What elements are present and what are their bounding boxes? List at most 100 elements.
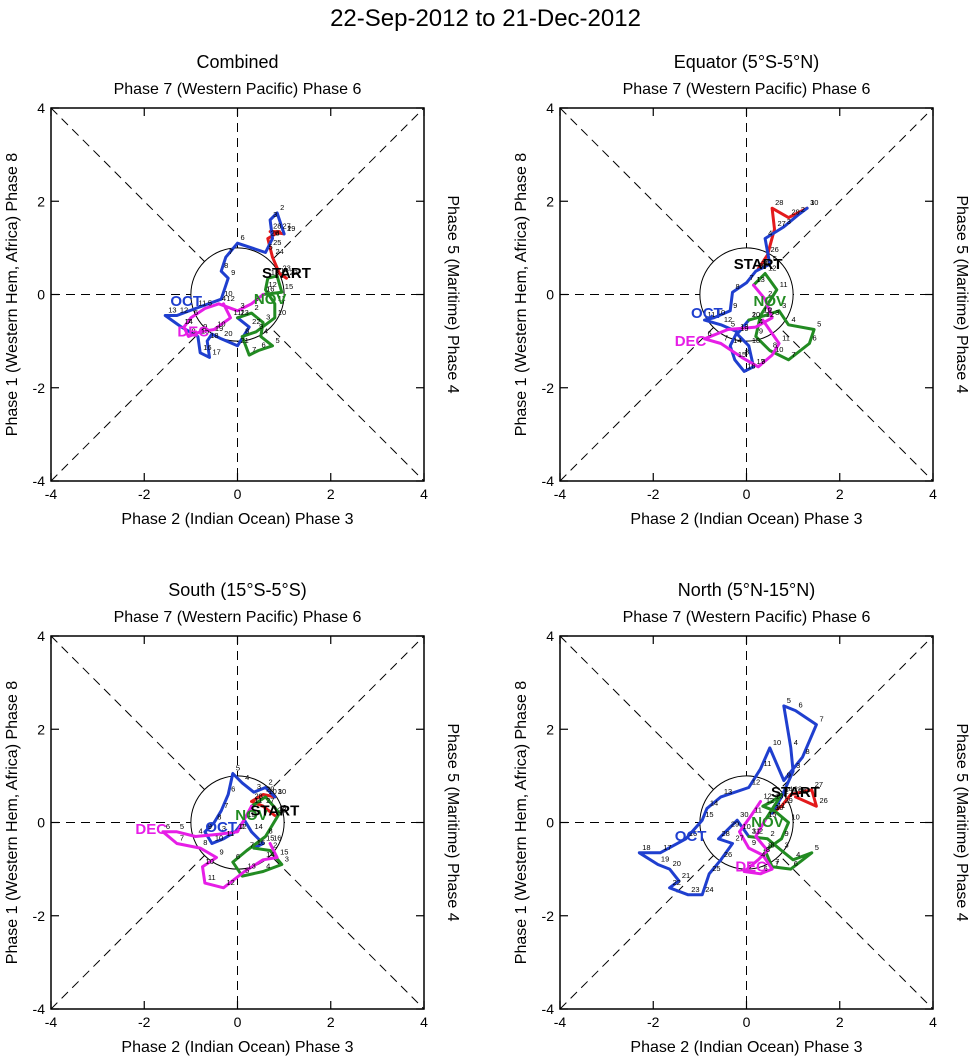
day-label: 27 [266,796,274,805]
day-label: 14 [733,336,741,345]
day-label: 26 [724,850,732,859]
series-line-dec [161,804,279,890]
day-label: 14 [185,317,193,326]
day-label: 21 [682,871,690,880]
day-label: 14 [266,850,274,859]
day-label: 6 [759,261,763,270]
day-label: 3 [285,854,289,863]
day-label: 14 [784,785,792,794]
top-axis-label: Phase 7 (Western Pacific) Phase 6 [623,609,871,626]
left-axis-label: Phase 1 (Western Hem, Africa) Phase 8 [513,681,530,964]
day-label: 8 [203,838,207,847]
month-label-oct: OCT [675,828,707,845]
top-axis-label: Phase 7 (Western Pacific) Phase 6 [114,81,362,98]
day-label: 18 [210,331,218,340]
panel-2: Equator (5°S-5°N) Phase 7 (Western Pacifi… [513,52,970,528]
day-label: 15 [201,326,209,335]
day-label: 9 [787,771,791,780]
day-label: 3 [273,210,277,219]
x-tick-label: -4 [45,486,58,502]
y-tick-label: -2 [542,380,555,396]
day-label: 9 [208,822,212,831]
day-label: 2 [768,305,772,314]
day-label: 2 [254,294,258,303]
day-label: 8 [217,813,221,822]
day-label: 26 [770,245,778,254]
day-label: 17 [663,843,671,852]
day-label: 6 [241,233,245,242]
day-label: 23 [282,264,290,273]
day-label: 10 [791,813,799,822]
x-tick-label: -4 [554,486,567,502]
left-axis-label: Phase 1 (Western Hem, Africa) Phase 8 [4,681,21,964]
day-label: 13 [775,792,783,801]
day-label: 27 [777,219,785,228]
day-label: 13 [271,268,279,277]
figure-title: 22-Sep-2012 to 21-Dec-2012 [330,5,641,32]
day-label: 6 [231,785,235,794]
y-tick-label: 0 [37,815,45,831]
month-label-oct: OCT [205,819,237,836]
day-label: 16 [747,361,755,370]
x-tick-label: 0 [743,486,751,502]
day-label: 26 [819,796,827,805]
panel-title: Equator (5°S-5°N) [674,52,819,72]
day-label: 30 [740,810,748,819]
day-label: 8 [766,845,770,854]
day-label: 3 [775,308,779,317]
bottom-axis-label: Phase 2 (Indian Ocean) Phase 3 [121,1039,353,1056]
day-label: 8 [192,326,196,335]
day-label: 2 [241,822,245,831]
day-label: 12 [268,280,276,289]
series-line-oct [637,704,818,897]
x-tick-label: -2 [138,1014,151,1030]
month-label-oct: OCT [170,293,202,310]
day-label: 3 [266,312,270,321]
day-label: 24 [705,885,713,894]
day-label: 5 [817,319,821,328]
day-label: 10 [215,833,223,842]
y-tick-label: 0 [546,815,554,831]
day-label: 5 [747,861,751,870]
day-label: 3 [241,301,245,310]
day-label: 7 [775,859,779,868]
day-label: 4 [768,229,772,238]
top-axis-label: Phase 7 (Western Pacific) Phase 6 [114,609,362,626]
day-label: 7 [819,715,823,724]
day-label: 15 [280,847,288,856]
x-tick-label: 2 [836,1014,844,1030]
day-label: 25 [761,259,769,268]
day-label: 4 [245,773,249,782]
y-tick-label: 0 [37,287,45,303]
y-tick-label: 2 [37,193,45,209]
day-label: 12 [752,778,760,787]
month-label-nov: NOV [754,293,787,310]
start-label: START [771,784,820,801]
day-label: 4 [761,850,765,859]
day-label: 11 [780,280,788,289]
day-label: 9 [220,847,224,856]
day-label: 2 [768,289,772,298]
day-label: 19 [740,324,748,333]
day-label: 23 [691,885,699,894]
day-label: 15 [285,282,293,291]
day-label: 2 [784,787,788,796]
day-label: 1 [752,826,756,835]
day-label: 6 [194,308,198,317]
day-label: 6 [261,340,265,349]
day-label: 5 [180,822,184,831]
series-line-dec [182,293,265,338]
day-label: 9 [259,322,263,331]
day-label: 21 [241,336,249,345]
day-label: 5 [236,764,240,773]
day-label: 10 [775,345,783,354]
day-label: 1 [266,285,270,294]
x-tick-label: 2 [327,1014,335,1030]
panel-1: Combined Phase 7 (Western Pacific) Phase … [4,52,461,528]
series-line-sep [756,206,809,271]
day-label: 7 [180,833,184,842]
day-label: 1 [287,224,291,233]
day-label: 10 [268,787,276,796]
day-label: 1 [278,787,282,796]
right-axis-label: Phase 5 (Maritime) Phase 4 [953,723,970,921]
